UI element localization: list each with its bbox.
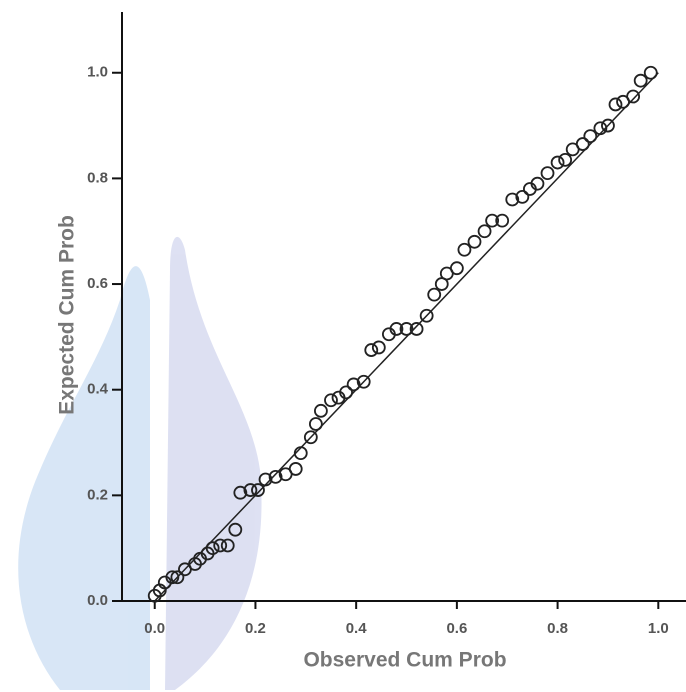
x-tick-label: 0.6	[446, 620, 467, 637]
point	[550, 155, 565, 170]
point	[575, 137, 590, 151]
y-tick-label: 0.0	[87, 592, 108, 609]
point	[251, 483, 265, 497]
point	[601, 118, 615, 133]
point	[356, 374, 371, 389]
point	[288, 462, 303, 476]
x-tick-label: 0.2	[245, 620, 266, 637]
point	[258, 472, 273, 487]
point	[346, 377, 361, 392]
point	[233, 485, 248, 500]
point	[558, 153, 573, 167]
point	[477, 224, 492, 239]
point	[540, 166, 555, 181]
point	[268, 469, 283, 484]
x-tick-label: 0.4	[346, 620, 368, 637]
point	[583, 129, 598, 144]
watermark	[18, 236, 262, 690]
point	[324, 393, 338, 408]
point	[339, 385, 353, 400]
point	[165, 570, 180, 585]
point	[530, 176, 545, 191]
y-axis-title: Expected Cum Prob	[56, 215, 79, 415]
point	[608, 97, 623, 112]
point	[308, 417, 323, 431]
x-axis-title: Observed Cum Prob	[303, 649, 506, 672]
y-tick-label: 1.0	[87, 64, 108, 81]
point	[505, 192, 520, 207]
y-tick-label: 0.8	[87, 169, 108, 186]
y-tick-label: 0.2	[87, 486, 108, 503]
point	[371, 340, 386, 355]
point	[643, 65, 658, 80]
x-tick-label: 0.0	[144, 620, 165, 637]
point	[213, 538, 228, 553]
point	[220, 538, 235, 553]
point	[399, 322, 414, 336]
point	[633, 73, 648, 88]
y-tick-label: 0.6	[87, 275, 108, 292]
point	[389, 322, 404, 336]
point	[457, 242, 472, 257]
point	[170, 570, 185, 585]
point	[485, 213, 500, 228]
point	[293, 446, 308, 460]
point	[243, 483, 258, 497]
point	[515, 189, 530, 204]
point	[626, 89, 641, 104]
y-tick-label: 0.4	[87, 381, 109, 398]
point	[449, 261, 464, 276]
point	[228, 522, 243, 537]
reference-line	[154, 72, 659, 602]
point	[205, 541, 220, 556]
point	[364, 343, 379, 357]
x-tick-label: 1.0	[648, 620, 669, 637]
point	[467, 234, 482, 249]
x-tick-label: 0.8	[547, 620, 568, 637]
point	[314, 403, 328, 418]
point	[593, 121, 608, 136]
point	[409, 322, 424, 336]
point	[495, 213, 510, 228]
point	[427, 287, 442, 302]
point	[303, 430, 318, 445]
point	[419, 308, 434, 323]
